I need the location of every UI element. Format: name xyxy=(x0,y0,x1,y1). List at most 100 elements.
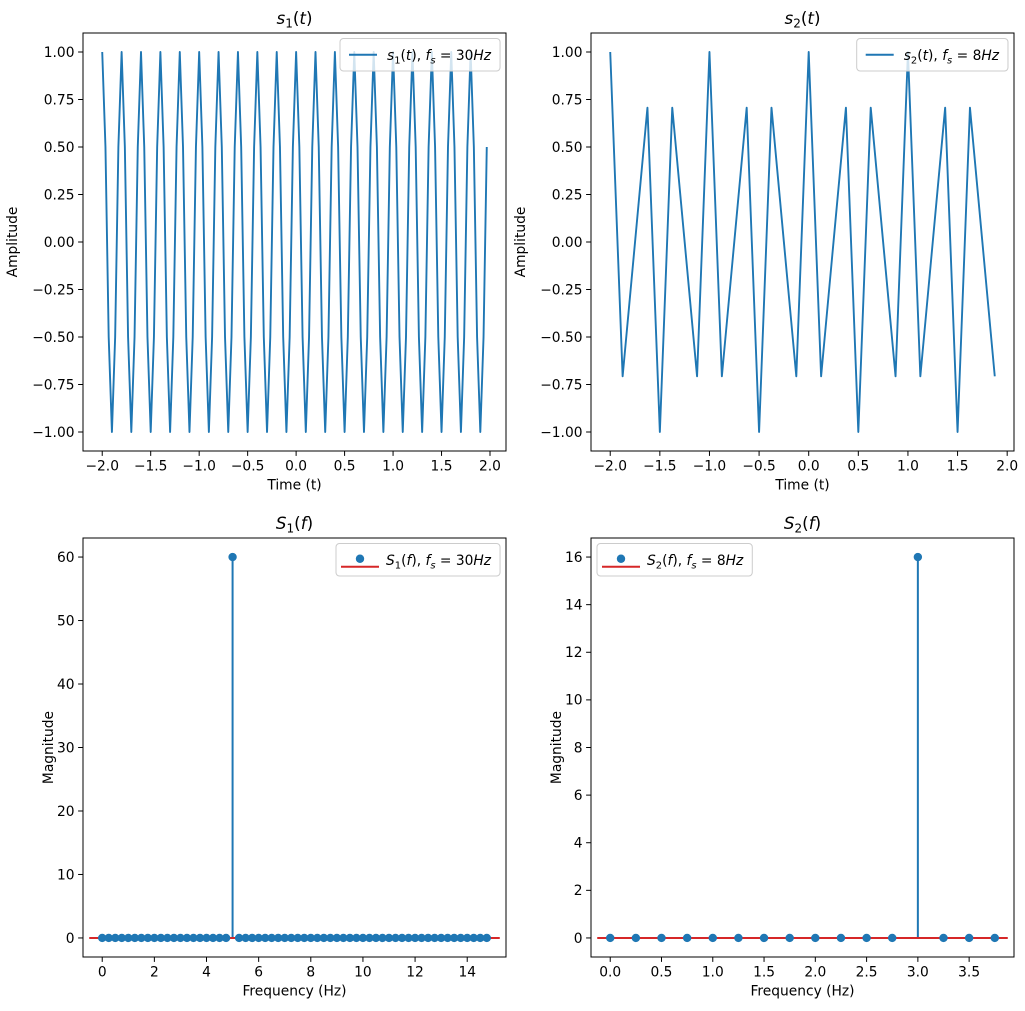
x-axis: 0 2 4 6 8 10 12 14 xyxy=(98,957,476,981)
data-point-marker xyxy=(436,933,446,943)
x-tick-label: 0 xyxy=(98,965,107,981)
subplot-s1-freq: 0 2 4 6 8 10 12 14 0 10 20 30 40 50 60 S1(f) Frequency (… xyxy=(41,513,507,1000)
y-tick-label: 60 xyxy=(57,550,75,566)
y-axis: 1.00 0.75 0.50 0.25 0.00 −0.25 −0.50 −0.75 −1.00 xyxy=(32,45,83,441)
x-axis-label: Frequency (Hz) xyxy=(242,984,346,1000)
y-tick-label: −0.25 xyxy=(32,282,74,298)
x-tick-label: 0.0 xyxy=(798,459,820,475)
data-point-marker xyxy=(482,933,491,943)
y-tick-label: −1.00 xyxy=(540,425,582,441)
data-point-marker xyxy=(254,933,263,943)
data-point-marker xyxy=(202,933,211,943)
x-axis: 0.0 0.5 1.0 1.5 2.0 2.5 3.0 3.5 xyxy=(599,957,980,981)
x-tick-label: 2.0 xyxy=(479,459,501,475)
data-point-marker xyxy=(104,933,113,943)
data-point-marker xyxy=(182,933,192,943)
y-tick-label: 0.50 xyxy=(552,140,583,156)
legend-marker-sample xyxy=(616,554,626,563)
data-point-marker xyxy=(862,933,871,943)
x-tick-label: −1.0 xyxy=(182,459,216,475)
x-tick-label: 12 xyxy=(406,965,424,981)
data-point-marker xyxy=(150,933,159,943)
y-tick-label: 0.00 xyxy=(44,235,75,251)
legend-box xyxy=(596,543,753,577)
x-tick-label: 8 xyxy=(306,965,315,981)
x-tick-label: 2.0 xyxy=(804,965,826,981)
x-tick-label: 1.5 xyxy=(431,459,453,475)
data-point-marker xyxy=(423,933,433,943)
data-point-marker xyxy=(300,933,309,943)
signal-series xyxy=(101,51,488,433)
y-tick-label: 40 xyxy=(57,677,75,693)
y-tick-label: 0 xyxy=(574,931,583,947)
data-point-marker xyxy=(371,933,381,943)
y-tick-label: 6 xyxy=(574,788,583,804)
data-point-marker xyxy=(241,933,250,943)
data-point-marker xyxy=(990,933,999,943)
data-point-marker xyxy=(836,933,846,943)
x-tick-label: 2.0 xyxy=(996,459,1018,475)
y-tick-label: −0.75 xyxy=(540,377,582,393)
data-point-marker xyxy=(221,933,231,943)
chart-title: S2(f) xyxy=(784,513,821,536)
x-tick-label: 3.5 xyxy=(958,965,980,981)
y-tick-label: 0.00 xyxy=(552,235,583,251)
data-point-marker xyxy=(682,933,692,943)
data-point-marker xyxy=(326,933,335,943)
data-point-marker xyxy=(260,933,270,943)
legend: s2(t), fs = 8Hz xyxy=(856,38,1009,72)
signal-line xyxy=(609,51,996,433)
y-tick-label: 0.25 xyxy=(552,187,583,203)
data-point-marker xyxy=(410,933,420,943)
x-tick-label: 1.0 xyxy=(897,459,919,475)
legend-label: s2(t), fs = 8Hz xyxy=(904,48,1000,67)
y-tick-label: 0 xyxy=(66,931,75,947)
y-tick-label: −0.50 xyxy=(32,330,74,346)
data-point-marker xyxy=(469,933,478,943)
x-tick-label: 1.5 xyxy=(753,965,775,981)
y-tick-label: 1.00 xyxy=(552,45,583,61)
data-point-marker xyxy=(189,933,198,943)
data-point-marker xyxy=(345,933,355,943)
legend: S1(f), fs = 30Hz xyxy=(335,543,501,577)
x-tick-label: −1.0 xyxy=(693,459,727,475)
data-point-marker xyxy=(384,933,394,943)
y-tick-label: 20 xyxy=(57,804,75,820)
spectrum-series xyxy=(597,552,1008,943)
subplot-s2-freq: 0.0 0.5 1.0 1.5 2.0 2.5 3.0 3.5 0 2 4 6 8 10 12 14 16 S2(… xyxy=(549,513,1015,1000)
y-tick-label: −1.00 xyxy=(32,425,74,441)
legend-box xyxy=(856,38,1009,72)
data-point-marker xyxy=(306,933,315,943)
x-tick-label: 1.0 xyxy=(382,459,404,475)
axes-spines xyxy=(82,537,507,958)
y-tick-label: 4 xyxy=(574,836,583,852)
data-point-marker xyxy=(313,933,322,943)
data-point-marker xyxy=(456,933,465,943)
data-point-marker xyxy=(117,933,126,943)
data-point-marker xyxy=(708,933,717,943)
y-tick-label: 0.50 xyxy=(44,140,75,156)
x-tick-label: 6 xyxy=(254,965,263,981)
data-point-marker xyxy=(339,933,348,943)
y-tick-label: 10 xyxy=(565,693,583,709)
y-axis-label: Amplitude xyxy=(513,207,529,278)
x-tick-label: 14 xyxy=(458,965,476,981)
data-point-marker xyxy=(280,933,289,943)
x-axis-label: Frequency (Hz) xyxy=(750,984,854,1000)
chart-title: S1(f) xyxy=(276,513,313,536)
y-tick-label: 30 xyxy=(57,740,75,756)
data-point-marker xyxy=(404,933,413,943)
data-point-marker xyxy=(449,933,459,943)
data-point-marker xyxy=(332,933,342,943)
legend: S2(f), fs = 8Hz xyxy=(596,543,753,577)
data-point-marker xyxy=(378,933,387,943)
y-axis-label: Magnitude xyxy=(41,711,57,784)
data-point-marker xyxy=(293,933,302,943)
data-point-marker xyxy=(143,933,153,943)
data-point-marker xyxy=(358,933,368,943)
data-point-marker xyxy=(964,933,974,943)
x-tick-label: 0.5 xyxy=(651,965,673,981)
data-point-marker xyxy=(734,933,743,943)
data-point-marker xyxy=(169,933,179,943)
legend-box xyxy=(339,38,501,72)
